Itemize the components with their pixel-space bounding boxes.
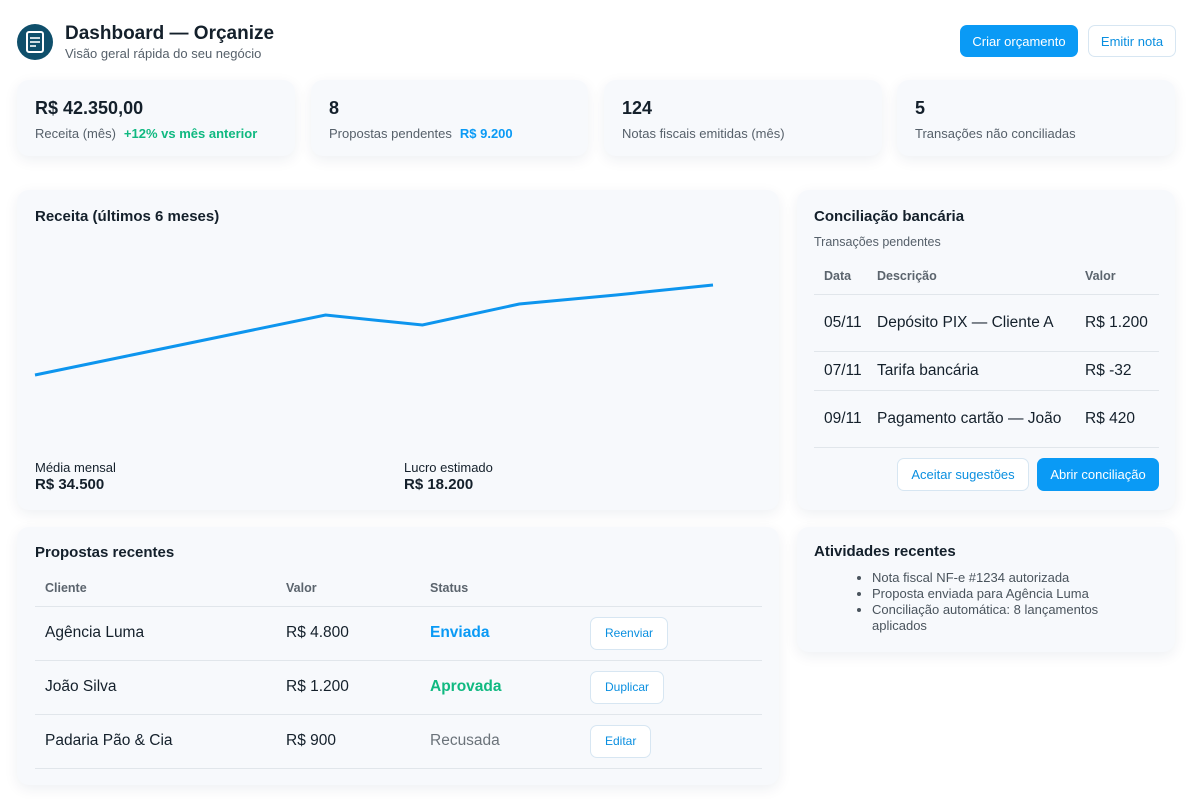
duplicate-button[interactable]: Duplicar bbox=[590, 670, 665, 704]
status: Enviada bbox=[429, 606, 589, 661]
column-header: Cliente bbox=[35, 571, 285, 607]
cell: R$ -32 bbox=[1084, 351, 1159, 391]
kpi-card: 8 Propostas pendentes R$ 9.200 bbox=[311, 80, 588, 156]
activity-item: Nota fiscal NF-e #1234 autorizada bbox=[872, 570, 1134, 586]
stat-value: R$ 34.500 bbox=[35, 476, 105, 493]
cell: Agência Luma bbox=[35, 606, 285, 661]
activity-item: Proposta enviada para Agência Luma bbox=[872, 586, 1134, 602]
kpi-card: 5 Transações não conciliadas bbox=[897, 80, 1175, 156]
stat-value: R$ 18.200 bbox=[404, 476, 474, 493]
kpi-value: R$ 42.350,00 bbox=[35, 98, 144, 118]
open-reconciliation-button[interactable]: Abrir conciliação bbox=[1037, 458, 1159, 491]
kpi-label: Transações não conciliadas bbox=[915, 126, 1076, 141]
bank-card: Conciliação bancária Transações pendente… bbox=[797, 190, 1175, 510]
kpi-value: 124 bbox=[622, 98, 653, 118]
card-title: Conciliação bancária bbox=[814, 208, 965, 225]
cell: 05/11 bbox=[814, 294, 876, 352]
proposals-card: Propostas recentes Cliente Valor Status Ag… bbox=[17, 527, 779, 785]
stat-label: Média mensal bbox=[35, 460, 116, 475]
bank-table: Data Descrição Valor 05/11 Depósito PIX — C… bbox=[814, 258, 1159, 448]
kpi-label: Notas fiscais emitidas (mês) bbox=[622, 126, 785, 141]
cell: R$ 1.200 bbox=[285, 660, 429, 715]
activities-card: Atividades recentes Nota fiscal NF-e #12… bbox=[797, 527, 1175, 652]
kpi-value: 5 bbox=[915, 98, 926, 118]
resend-button[interactable]: Reenviar bbox=[590, 616, 669, 650]
accept-suggestions-button[interactable]: Aceitar sugestões bbox=[897, 458, 1029, 491]
cell: Padaria Pão & Cia bbox=[35, 714, 285, 769]
cell: João Silva bbox=[35, 660, 285, 715]
cell: Pagamento cartão — João bbox=[876, 390, 1084, 448]
page-title: Dashboard — Orçanize bbox=[65, 23, 275, 44]
kpi-note: +12% vs mês anterior bbox=[123, 126, 258, 141]
kpi-card: R$ 42.350,00 Receita (mês) +12% vs mês an… bbox=[17, 80, 295, 156]
edit-button[interactable]: Editar bbox=[590, 724, 652, 758]
status: Recusada bbox=[429, 714, 589, 769]
column-header: Descrição bbox=[876, 258, 1084, 295]
cell: 07/11 bbox=[814, 351, 876, 391]
card-subtitle: Transações pendentes bbox=[814, 235, 941, 249]
page-subtitle: Visão geral rápida do seu negócio bbox=[65, 46, 262, 61]
create-quote-button[interactable]: Criar orçamento bbox=[960, 25, 1078, 57]
kpi-card: 124 Notas fiscais emitidas (mês) bbox=[604, 80, 882, 156]
cell: R$ 420 bbox=[1084, 390, 1159, 448]
status: Aprovada bbox=[429, 660, 589, 715]
revenue-line bbox=[34, 283, 714, 377]
stat-label: Lucro estimado bbox=[404, 460, 493, 475]
activity-item: Conciliação automática: 8 lançamentos ap… bbox=[872, 602, 1134, 634]
card-title: Propostas recentes bbox=[35, 544, 175, 561]
activity-list: Nota fiscal NF-e #1234 autorizada Propos… bbox=[814, 570, 1134, 634]
logo bbox=[17, 24, 53, 60]
kpi-label: Propostas pendentes bbox=[329, 126, 452, 141]
cell: R$ 1.200 bbox=[1084, 294, 1159, 352]
column-header: Valor bbox=[285, 571, 429, 607]
proposals-table: Cliente Valor Status Agência Luma R$ 4.800 E… bbox=[35, 571, 762, 769]
column-header: Valor bbox=[1084, 258, 1159, 295]
revenue-card: Receita (últimos 6 meses) Média mensal R… bbox=[17, 190, 779, 510]
cell: R$ 900 bbox=[285, 714, 429, 769]
card-title: Atividades recentes bbox=[814, 543, 956, 560]
chart-title: Receita (últimos 6 meses) bbox=[35, 208, 220, 225]
cell: 09/11 bbox=[814, 390, 876, 448]
cell: R$ 4.800 bbox=[285, 606, 429, 661]
cell: Depósito PIX — Cliente A bbox=[876, 294, 1084, 352]
column-header: Status bbox=[429, 571, 589, 607]
column-header: Data bbox=[814, 258, 876, 295]
issue-invoice-button[interactable]: Emitir nota bbox=[1088, 25, 1176, 57]
kpi-value: 8 bbox=[329, 98, 340, 118]
kpi-label: Receita (mês) bbox=[35, 126, 116, 141]
revenue-chart bbox=[34, 283, 714, 377]
cell: Tarifa bancária bbox=[876, 351, 1084, 391]
kpi-note: R$ 9.200 bbox=[459, 126, 513, 141]
